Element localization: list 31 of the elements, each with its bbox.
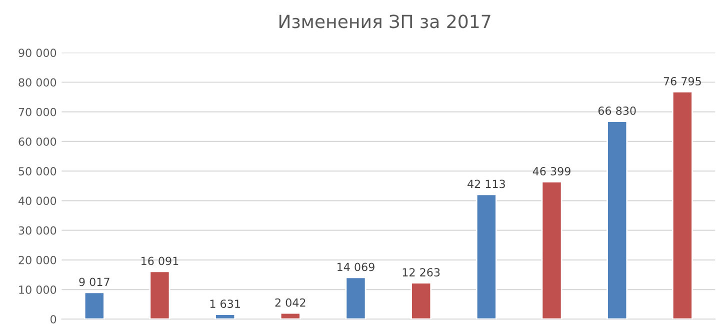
y-tick-label: 30 000: [18, 226, 56, 235]
y-tick-label: 50 000: [18, 167, 56, 176]
y-tick-label: 80 000: [18, 78, 56, 87]
data-label: 16 091: [142, 256, 178, 266]
data-label: 42 113: [468, 180, 505, 188]
data-label: 14 069: [338, 262, 374, 272]
y-tick-label: 90 000: [18, 48, 56, 58]
data-label: 2 042: [275, 298, 306, 307]
y-tick-label: 10 000: [19, 285, 56, 294]
bar: [541, 181, 562, 320]
y-tick-label: 60 000: [18, 137, 56, 146]
bar: [214, 314, 236, 320]
bar: [606, 120, 628, 320]
y-tick-label: 20 000: [18, 256, 56, 264]
data-label: 76 795: [664, 77, 701, 86]
data-label: 66 830: [598, 106, 636, 115]
bar: [345, 276, 366, 320]
data-label: 1 631: [210, 300, 240, 308]
bar: [149, 270, 170, 320]
y-tick-label: 70 000: [18, 108, 56, 116]
chart-title: Изменения ЗП за 2017: [279, 14, 490, 28]
bar: [672, 91, 693, 320]
bar: [410, 282, 432, 320]
bar: [280, 312, 301, 320]
bar: [84, 292, 105, 320]
y-tick-label: 0: [50, 315, 56, 324]
data-label: 46 399: [532, 167, 570, 176]
data-label: 9 017: [79, 278, 110, 286]
y-tick-label: 40 000: [18, 196, 56, 206]
bar: [476, 194, 497, 320]
data-label: 12 263: [402, 268, 440, 276]
